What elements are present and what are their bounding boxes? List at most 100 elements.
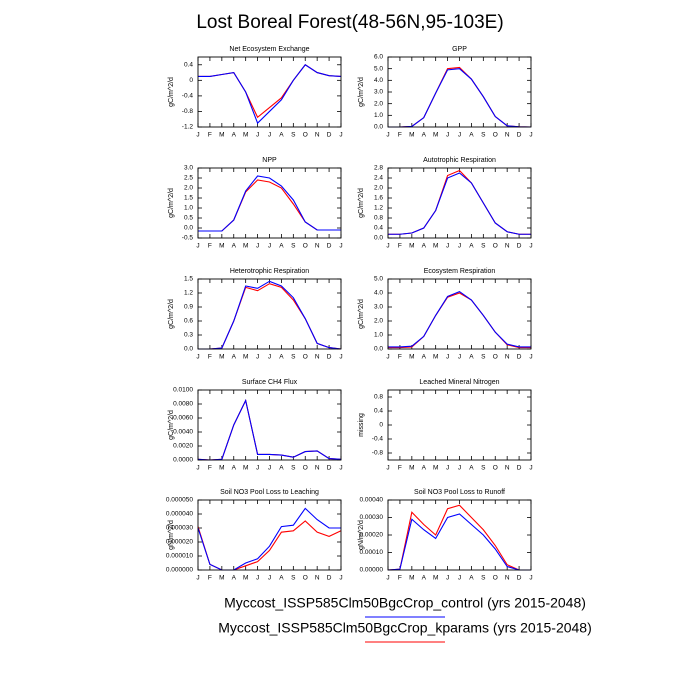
- y-tick-label: 2.8: [374, 165, 383, 172]
- x-tick-label: O: [493, 243, 498, 250]
- x-tick-label: M: [219, 132, 224, 139]
- data-line: [198, 283, 342, 350]
- x-tick-label: A: [232, 132, 237, 139]
- x-tick-label: A: [279, 354, 284, 361]
- x-tick-label: J: [196, 132, 199, 139]
- y-tick-label: 3.0: [374, 304, 383, 311]
- x-tick-label: J: [386, 354, 389, 361]
- x-tick-label: J: [386, 575, 389, 582]
- x-tick-label: O: [493, 465, 498, 472]
- x-tick-label: A: [232, 243, 237, 250]
- x-tick-label: D: [327, 243, 332, 250]
- x-tick-label: F: [398, 243, 402, 250]
- panel-frame: [387, 56, 532, 128]
- x-tick-label: J: [446, 354, 449, 361]
- x-tick-label: S: [291, 465, 296, 472]
- x-tick-label: A: [422, 465, 427, 472]
- x-tick-label: J: [256, 132, 259, 139]
- y-tick-label: 0.00030: [360, 514, 384, 521]
- panel-frame: [197, 167, 342, 239]
- y-tick-label: 0.00010: [360, 549, 384, 556]
- x-tick-label: J: [268, 243, 271, 250]
- x-tick-label: O: [493, 132, 498, 139]
- x-tick-label: S: [481, 575, 486, 582]
- y-tick-label: 4.0: [374, 290, 383, 297]
- x-tick-label: J: [458, 465, 461, 472]
- x-tick-label: J: [386, 132, 389, 139]
- x-tick-label: M: [243, 575, 248, 582]
- x-tick-label: M: [433, 575, 438, 582]
- x-tick-label: J: [196, 465, 199, 472]
- x-tick-label: D: [517, 465, 522, 472]
- y-tick-label: -0.4: [182, 93, 194, 100]
- x-tick-label: J: [256, 354, 259, 361]
- x-tick-label: J: [446, 575, 449, 582]
- x-tick-label: S: [291, 243, 296, 250]
- x-tick-label: F: [208, 465, 212, 472]
- y-axis-label: gC/m^2/d: [168, 188, 175, 218]
- x-tick-label: J: [196, 575, 199, 582]
- y-axis-label: gC/m^2/d: [168, 299, 175, 329]
- y-tick-label: 0.000050: [166, 497, 193, 504]
- data-line: [198, 280, 342, 350]
- x-tick-label: M: [433, 465, 438, 472]
- y-tick-label: -0.8: [372, 450, 384, 457]
- x-tick-label: N: [315, 465, 320, 472]
- x-tick-label: J: [339, 465, 342, 472]
- y-tick-label: -0.5: [182, 235, 194, 242]
- y-tick-label: 0.0: [374, 124, 383, 131]
- data-line: [388, 169, 531, 235]
- y-tick-label: 0.00000: [360, 567, 384, 574]
- x-tick-label: J: [529, 575, 532, 582]
- x-tick-label: D: [517, 575, 522, 582]
- y-tick-label: 1.2: [374, 205, 383, 212]
- y-tick-label: 0: [189, 77, 193, 84]
- data-line: [388, 290, 531, 348]
- x-tick-label: J: [339, 575, 342, 582]
- y-tick-label: 0.00040: [360, 497, 384, 504]
- data-line: [387, 504, 531, 571]
- x-tick-label: S: [481, 465, 486, 472]
- x-tick-label: F: [208, 575, 212, 582]
- x-tick-label: A: [232, 465, 237, 472]
- data-line: [388, 68, 532, 128]
- x-tick-label: O: [303, 132, 308, 139]
- data-line: [197, 398, 342, 461]
- x-tick-label: F: [398, 354, 402, 361]
- x-tick-label: D: [517, 243, 522, 250]
- y-tick-label: 0.6: [184, 318, 193, 325]
- y-axis-label: missing: [358, 413, 365, 437]
- x-tick-label: M: [219, 354, 224, 361]
- x-tick-label: S: [291, 575, 296, 582]
- x-tick-label: J: [339, 354, 342, 361]
- y-tick-label: 0.9: [184, 304, 193, 311]
- y-tick-label: 0.5: [184, 215, 193, 222]
- x-tick-label: J: [268, 132, 271, 139]
- y-axis-label: gC/m^2/d: [358, 77, 365, 107]
- panel-frame: [197, 278, 342, 350]
- x-tick-label: M: [433, 132, 438, 139]
- x-tick-label: M: [409, 243, 414, 250]
- x-tick-label: J: [446, 465, 449, 472]
- x-tick-label: A: [279, 132, 284, 139]
- x-tick-label: D: [327, 575, 332, 582]
- y-tick-label: -0.8: [182, 108, 194, 115]
- y-tick-label: 0.0: [374, 235, 383, 242]
- data-line: [388, 292, 531, 349]
- x-tick-label: J: [529, 132, 532, 139]
- x-tick-label: A: [469, 354, 474, 361]
- y-tick-label: -0.4: [372, 436, 384, 443]
- y-tick-label: 0.4: [374, 408, 383, 415]
- y-tick-label: 0.4: [184, 61, 193, 68]
- x-tick-label: S: [481, 132, 486, 139]
- x-tick-label: S: [481, 354, 486, 361]
- panel-title: Soil NO3 Pool Loss to Runoff: [414, 489, 505, 496]
- x-tick-label: J: [256, 243, 259, 250]
- x-tick-label: M: [409, 575, 414, 582]
- x-tick-label: J: [268, 465, 271, 472]
- x-tick-label: F: [398, 132, 402, 139]
- x-tick-label: D: [327, 132, 332, 139]
- y-tick-label: 1.5: [184, 195, 193, 202]
- x-tick-label: A: [422, 132, 427, 139]
- y-tick-label: 0.000030: [166, 525, 193, 532]
